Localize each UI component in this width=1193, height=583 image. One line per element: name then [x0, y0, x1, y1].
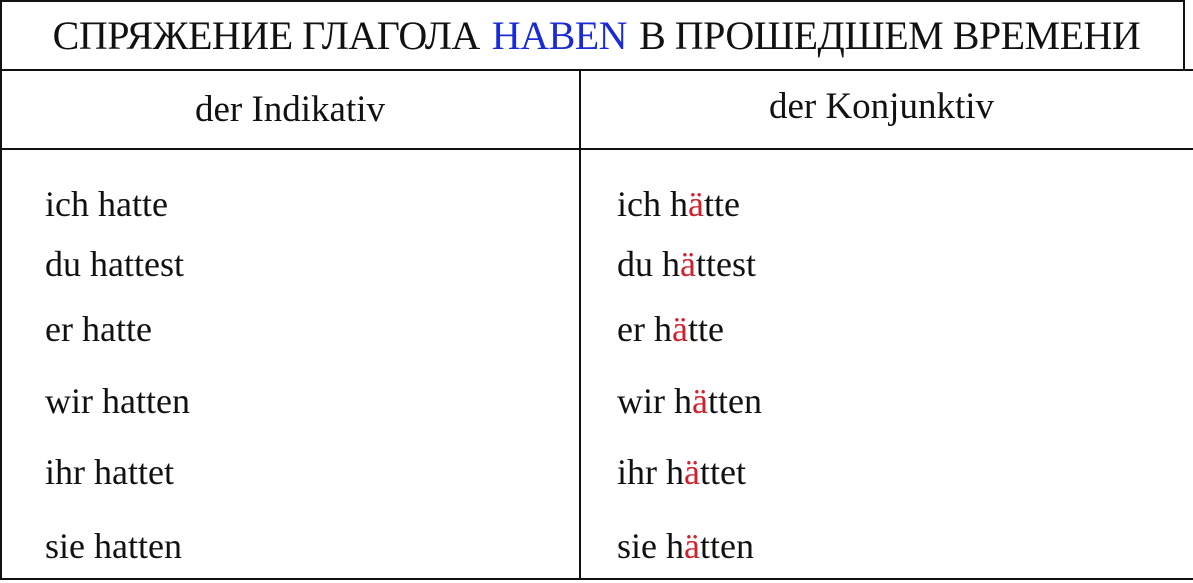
umlaut: ä — [687, 184, 704, 224]
indikativ-cell: du hattest — [45, 244, 184, 284]
column-divider — [579, 70, 581, 580]
indikativ-cell: ihr hattet — [45, 452, 174, 492]
konjunktiv-cell: ich hätte — [617, 183, 740, 225]
title-text: В ПРОШЕДШЕМ ВРЕМЕНИ — [639, 13, 1141, 58]
umlaut: ä — [684, 526, 700, 566]
konjunktiv-text: tte — [703, 184, 740, 224]
konjunktiv-text: sie h — [617, 526, 684, 566]
title-text: СПРЯЖЕНИЕ ГЛАГОЛА — [52, 13, 481, 58]
border-top — [2, 0, 1185, 2]
konjunktiv-text: tte — [687, 309, 724, 349]
umlaut: ä — [671, 309, 688, 349]
konjunktiv-cell: wir hätten — [617, 380, 762, 422]
konjunktiv-text: ich h — [617, 184, 688, 224]
header-divider — [0, 148, 1193, 150]
umlaut: ä — [692, 381, 708, 421]
column-header: der Konjunktiv — [768, 86, 995, 127]
konjunktiv-cell: sie hätten — [617, 525, 754, 567]
konjunktiv-text: wir h — [617, 381, 692, 421]
konjunktiv-cell: ihr hättet — [617, 451, 746, 493]
umlaut: ä — [684, 452, 700, 492]
indikativ-cell: wir hatten — [45, 381, 190, 421]
konjunktiv-text: ttest — [695, 244, 756, 284]
column-header: der Indikativ — [194, 89, 386, 130]
title-divider — [0, 69, 1193, 71]
konjunktiv-cell: er hätte — [617, 308, 724, 350]
konjunktiv-text: tten — [699, 526, 754, 566]
indikativ-cell: er hatte — [45, 309, 152, 349]
border-bottom — [0, 578, 1193, 580]
konjunktiv-text: er h — [617, 309, 672, 349]
indikativ-cell: sie hatten — [45, 526, 182, 566]
indikativ-cell: ich hatte — [45, 184, 168, 224]
umlaut: ä — [680, 244, 696, 284]
border-left — [0, 0, 2, 580]
title: СПРЯЖЕНИЕ ГЛАГОЛА HABEN В ПРОШЕДШЕМ ВРЕМЕН… — [0, 12, 1193, 59]
konjunktiv-text: tten — [707, 381, 762, 421]
konjunktiv-text: ihr h — [617, 452, 684, 492]
konjunktiv-cell: du hättest — [617, 243, 756, 285]
border-right — [1183, 0, 1185, 70]
title-verb: HABEN — [491, 13, 628, 58]
konjunktiv-text: du h — [617, 244, 680, 284]
konjunktiv-text: ttet — [699, 452, 746, 492]
